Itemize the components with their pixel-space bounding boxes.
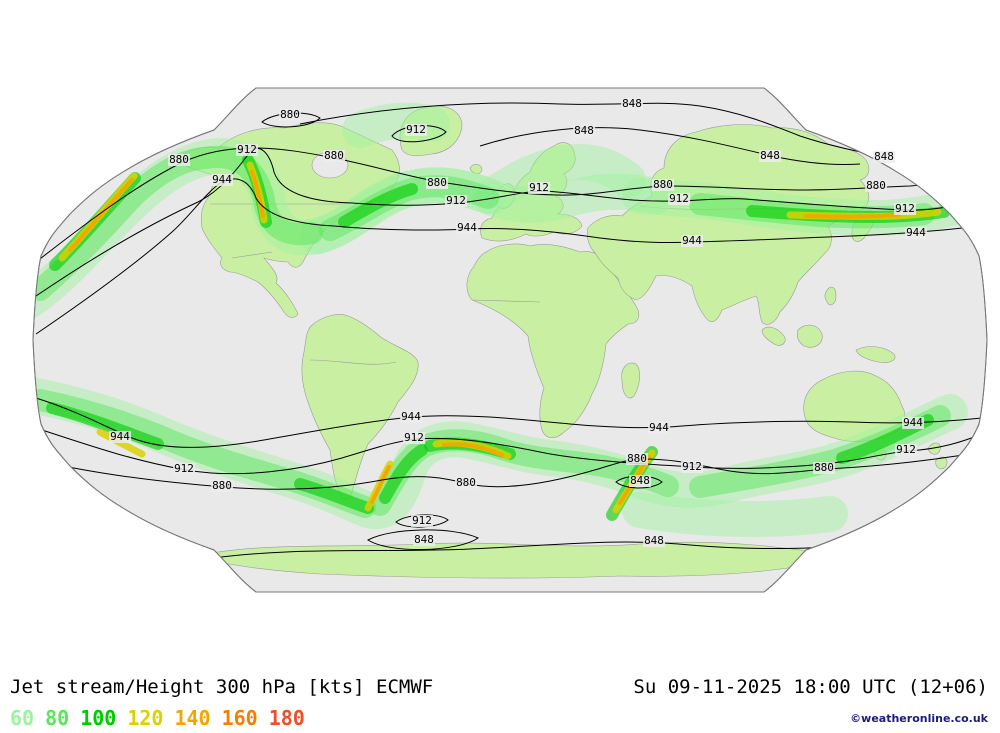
jet-band-southern-polar: [622, 492, 848, 537]
jet-band-greenland: [342, 102, 450, 148]
landmass-madagascar: [621, 362, 640, 399]
landmass-sumatra: [761, 326, 786, 346]
legend-value-180: 180: [268, 706, 305, 730]
landmass-asia: [586, 124, 870, 325]
hudson-bay: [311, 151, 349, 179]
contour-880-north-loop: [261, 112, 321, 128]
landmass-borneo: [796, 324, 823, 348]
world-map-container: 848 848 848 848 880 880 880 880 880 880 912 912 912 9…: [32, 87, 988, 593]
jet-core140-central-na: [250, 170, 265, 218]
copyright-link[interactable]: ©weatheronline.co.uk: [850, 712, 988, 725]
legend-value-140: 140: [174, 706, 211, 730]
landmasses: [173, 105, 948, 579]
contour-848-south: [199, 541, 881, 561]
legend-value-120: 120: [127, 706, 164, 730]
landmass-iceland: [469, 164, 483, 174]
landmass-australia: [803, 370, 905, 442]
map-outline: [32, 87, 988, 593]
contour-912-south: [35, 427, 983, 475]
legend-value-100: 100: [80, 706, 117, 730]
legend-value-60: 60: [10, 706, 35, 730]
jet-core140-patagonia: [370, 465, 391, 504]
contour-880-south: [35, 451, 983, 490]
landmass-new-zealand: [927, 442, 948, 470]
jet-core120-south-west: [96, 428, 146, 458]
contour-944-south: [35, 397, 983, 448]
legend-value-160: 160: [221, 706, 258, 730]
landmass-africa: [466, 243, 640, 439]
landmass-south-america: [301, 314, 419, 500]
contour-912-south-loop: [395, 514, 449, 528]
jet-core100-west-atlantic: [338, 183, 418, 228]
landmass-philippines: [824, 286, 837, 306]
landmass-new-guinea: [855, 346, 896, 363]
jet-core140-east-asia: [804, 213, 900, 219]
contour-848-south-loop-2: [615, 475, 663, 489]
contour-944-north: [35, 178, 983, 335]
legend-value-80: 80: [45, 706, 70, 730]
map-datetime: Su 09-11-2025 18:00 UTC (12+06): [633, 676, 988, 698]
jet-core100-patagonia: [379, 444, 428, 504]
jet-core100-south-atlantic: [294, 478, 374, 514]
legend: 60 80 100 120 140 160 180: [10, 706, 316, 730]
jet-core100-south-west: [46, 402, 164, 450]
landmass-greenland: [399, 105, 463, 157]
contour-848-north-2: [479, 127, 861, 166]
contour-848-south-loop-1: [367, 529, 480, 551]
map-title: Jet stream/Height 300 hPa [kts] ECMWF: [10, 676, 434, 698]
jet-band-scandinavia: [474, 144, 646, 214]
jet-core140-south-america: [442, 442, 504, 457]
world-map: [32, 87, 988, 593]
